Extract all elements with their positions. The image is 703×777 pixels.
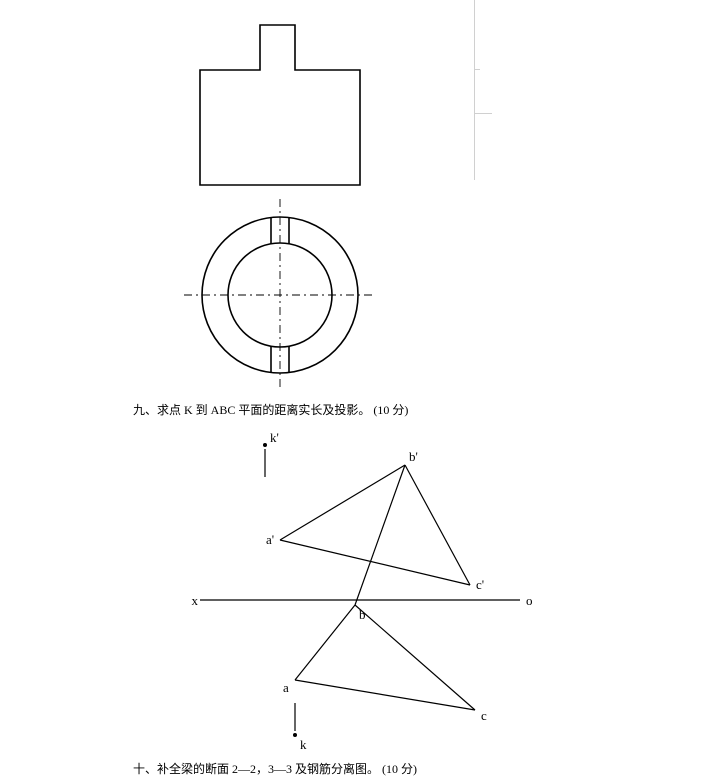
- svg-text:k': k': [270, 430, 279, 445]
- page: 九、求点 K 到 ABC 平面的距离实长及投影。 (10 分) x o k' k a' b…: [0, 0, 703, 775]
- figure-ring-views: [160, 5, 400, 395]
- svg-text:x: x: [192, 593, 199, 608]
- problem-9-text: 九、求点 K 到 ABC 平面的距离实长及投影。 (10 分): [133, 401, 408, 418]
- svg-text:c: c: [481, 708, 487, 723]
- figure-ring-svg: [160, 5, 400, 395]
- rule-h1: [474, 69, 480, 70]
- rule-vert: [474, 0, 475, 180]
- figure-geometry-svg: x o k' k a' b' c' a b c: [180, 425, 540, 755]
- svg-text:c': c': [476, 577, 484, 592]
- figure-descriptive-geometry: x o k' k a' b' c' a b c: [180, 425, 540, 755]
- problem-10-text: 十、补全梁的断面 2—2，3—3 及钢筋分离图。 (10 分): [133, 760, 417, 777]
- rule-h2: [474, 113, 492, 114]
- svg-text:k: k: [300, 737, 307, 752]
- svg-text:b: b: [359, 607, 366, 622]
- svg-text:a': a': [266, 532, 274, 547]
- svg-text:a: a: [283, 680, 289, 695]
- svg-text:o: o: [526, 593, 533, 608]
- svg-text:b': b': [409, 449, 418, 464]
